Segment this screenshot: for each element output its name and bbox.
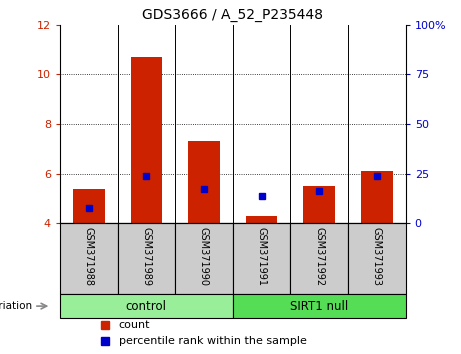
Title: GDS3666 / A_52_P235448: GDS3666 / A_52_P235448 bbox=[142, 8, 323, 22]
Text: GSM371993: GSM371993 bbox=[372, 227, 382, 286]
Bar bbox=[348, 223, 406, 294]
Text: GSM371988: GSM371988 bbox=[84, 227, 94, 286]
Bar bbox=[303, 186, 335, 223]
Text: GSM371990: GSM371990 bbox=[199, 227, 209, 286]
Text: genotype/variation: genotype/variation bbox=[0, 301, 32, 311]
Text: GSM371989: GSM371989 bbox=[142, 227, 151, 286]
Bar bbox=[175, 223, 233, 294]
Text: GSM371992: GSM371992 bbox=[314, 227, 324, 286]
Bar bbox=[188, 142, 220, 223]
Bar bbox=[60, 223, 118, 294]
Bar bbox=[73, 189, 105, 223]
Bar bbox=[233, 223, 290, 294]
Text: count: count bbox=[118, 320, 150, 330]
Bar bbox=[246, 216, 278, 223]
Bar bbox=[233, 294, 406, 318]
Text: percentile rank within the sample: percentile rank within the sample bbox=[118, 336, 307, 346]
Text: GSM371991: GSM371991 bbox=[257, 227, 266, 286]
Bar bbox=[60, 294, 233, 318]
Text: control: control bbox=[126, 299, 167, 313]
Bar bbox=[130, 57, 162, 223]
Bar bbox=[361, 171, 393, 223]
Text: SIRT1 null: SIRT1 null bbox=[290, 299, 349, 313]
Bar bbox=[290, 223, 348, 294]
Bar bbox=[118, 223, 175, 294]
